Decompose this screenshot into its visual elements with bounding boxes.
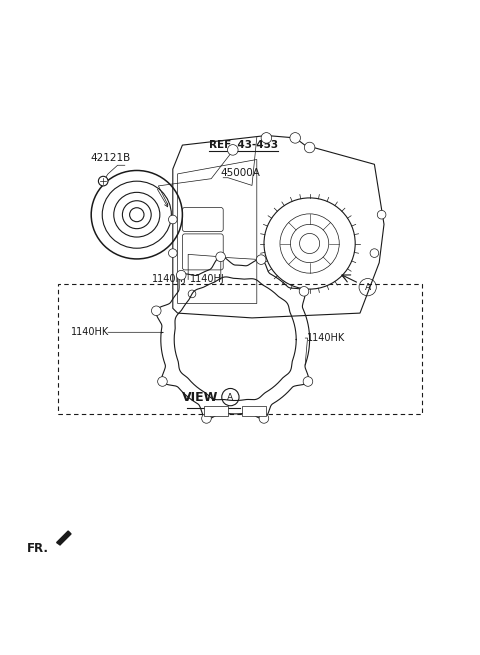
Circle shape (98, 176, 108, 186)
Circle shape (299, 286, 309, 296)
Circle shape (177, 271, 186, 280)
Circle shape (256, 255, 266, 265)
Circle shape (152, 306, 161, 316)
Circle shape (157, 377, 167, 386)
Circle shape (168, 215, 177, 224)
Circle shape (259, 414, 269, 423)
Text: FR.: FR. (26, 542, 48, 555)
Circle shape (303, 377, 313, 386)
Circle shape (370, 249, 379, 257)
Text: 1140HJ: 1140HJ (153, 274, 187, 284)
Text: VIEW: VIEW (182, 390, 218, 403)
Circle shape (228, 145, 238, 155)
Text: 42121B: 42121B (90, 153, 131, 163)
Circle shape (290, 132, 300, 143)
Circle shape (261, 132, 272, 143)
Circle shape (216, 252, 226, 261)
Text: 1140HJ: 1140HJ (190, 274, 225, 284)
Circle shape (304, 142, 315, 153)
Text: 45000A: 45000A (221, 168, 261, 178)
Bar (242, 405, 266, 417)
Circle shape (377, 210, 386, 219)
Polygon shape (57, 531, 71, 545)
Text: A: A (365, 283, 371, 291)
Text: 1140HK: 1140HK (307, 333, 346, 343)
Text: A: A (228, 392, 233, 402)
Circle shape (168, 249, 177, 257)
Bar (58, 284, 422, 414)
Text: 1140HK: 1140HK (71, 328, 109, 337)
Circle shape (202, 414, 211, 423)
Bar (204, 405, 228, 417)
Text: REF. 43-453: REF. 43-453 (209, 140, 278, 150)
